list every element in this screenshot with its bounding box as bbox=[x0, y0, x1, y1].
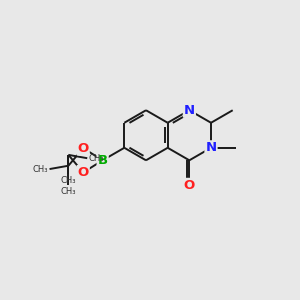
Text: O: O bbox=[184, 179, 195, 192]
Text: CH₃: CH₃ bbox=[89, 154, 104, 163]
Text: O: O bbox=[77, 166, 89, 179]
Text: O: O bbox=[77, 142, 89, 154]
Text: N: N bbox=[206, 141, 217, 154]
Text: N: N bbox=[184, 104, 195, 117]
Text: CH₃: CH₃ bbox=[61, 187, 76, 196]
Text: CH₃: CH₃ bbox=[33, 165, 48, 174]
Text: B: B bbox=[98, 154, 108, 167]
Text: CH₃: CH₃ bbox=[61, 176, 76, 185]
